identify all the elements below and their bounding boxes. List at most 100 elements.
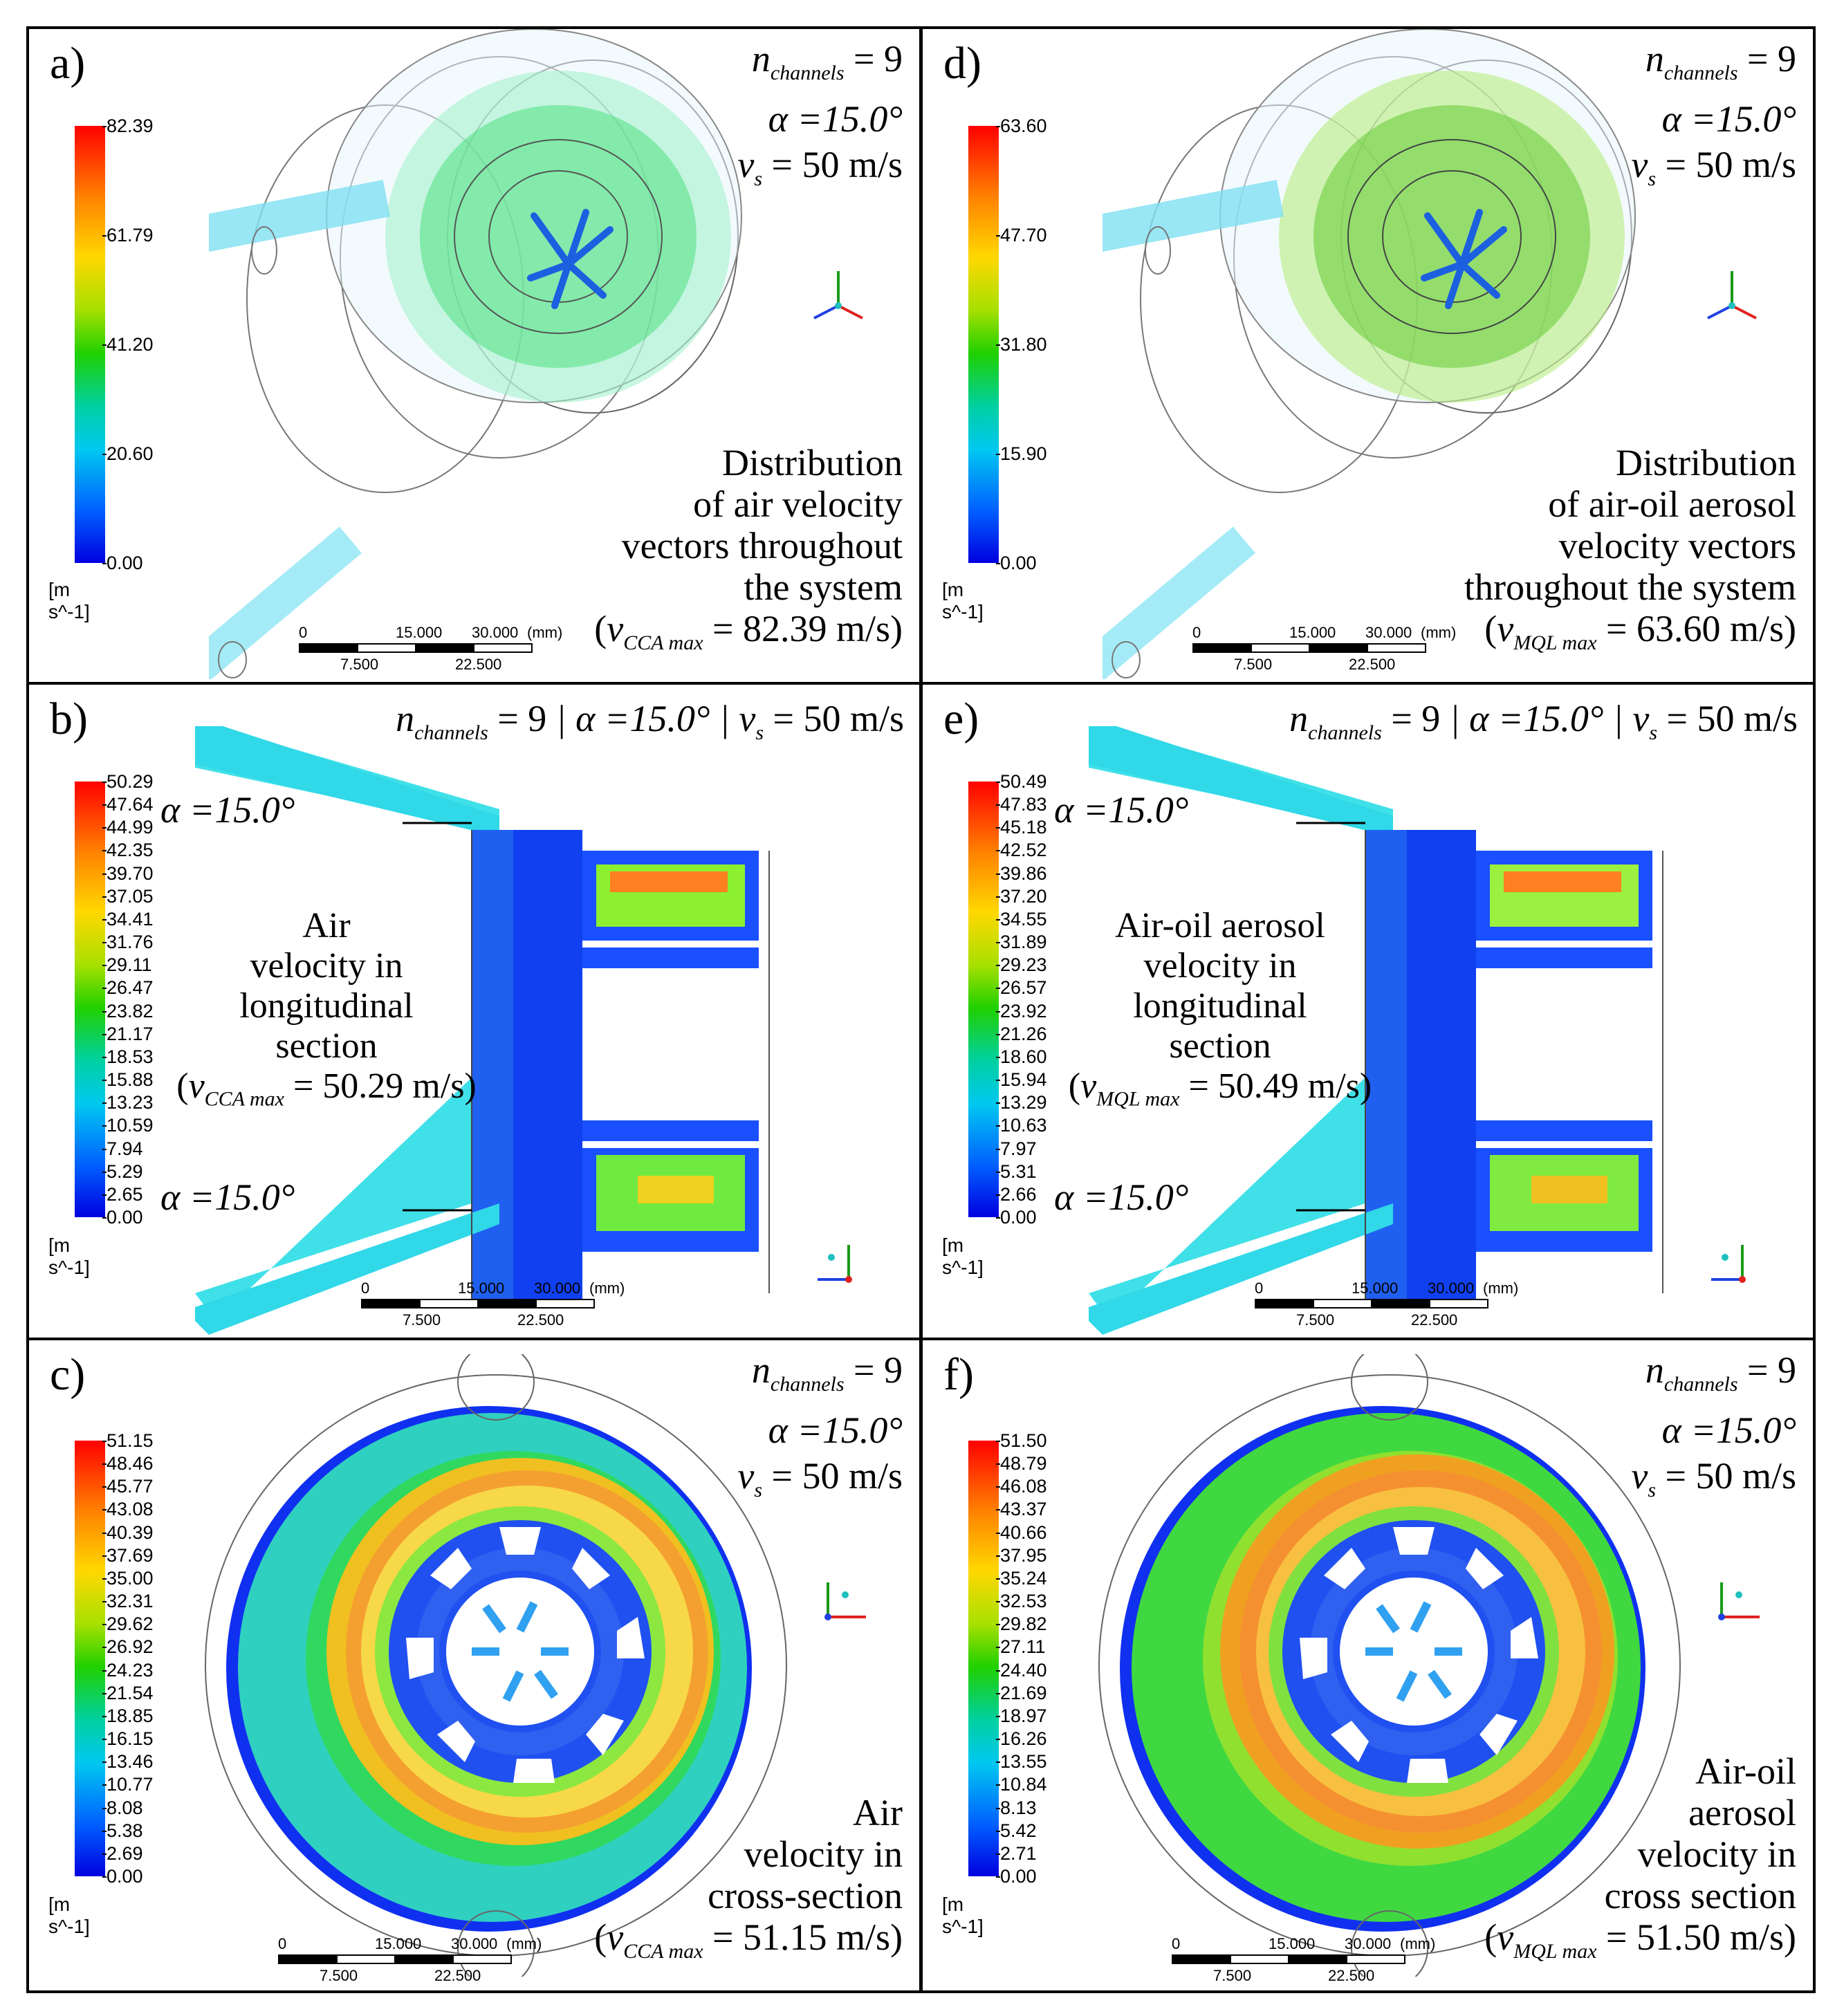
legend-unit: [m s^-1] (942, 1234, 984, 1278)
legend-tick: 26.47 (102, 977, 154, 999)
legend-tick: 18.85 (102, 1705, 154, 1726)
panel-label: d) (943, 38, 981, 89)
legend-tick: 47.64 (102, 794, 154, 815)
legend-tick: 0.00 (996, 553, 1037, 573)
legend-tick: 34.55 (996, 908, 1047, 930)
legend-tick: 8.08 (102, 1797, 143, 1818)
panel-d: d) nchannels = 9 α =15.0° vs = 50 m/s 63… (920, 26, 1816, 685)
legend-tick: 44.99 (102, 817, 154, 838)
legend-tick: 61.79 (102, 225, 154, 246)
legend-tick: 37.20 (996, 885, 1047, 907)
longitudinal-section (1089, 726, 1663, 1335)
legend-tick: 7.97 (996, 1138, 1037, 1159)
legend-tick: 13.23 (102, 1092, 154, 1113)
legend-tick: 37.69 (102, 1544, 154, 1566)
legend-tick: 47.70 (996, 225, 1047, 246)
legend-tick: 10.59 (102, 1115, 154, 1136)
legend-tick: 40.66 (996, 1522, 1047, 1543)
legend-tick: 26.57 (996, 977, 1047, 999)
legend-tick: 35.00 (102, 1567, 154, 1589)
panel-label: a) (50, 38, 86, 89)
legend-tick: 45.18 (996, 817, 1047, 838)
legend-tick: 5.42 (996, 1820, 1037, 1841)
legend-colorbar (75, 1441, 105, 1876)
legend-tick: 2.66 (996, 1183, 1037, 1205)
vector-field-3d (209, 29, 742, 679)
legend-tick: 29.62 (102, 1613, 154, 1635)
legend-tick: 43.37 (996, 1499, 1047, 1520)
panel-description: Air velocity in cross-section (vCCA max =… (594, 1792, 903, 1963)
legend-colorbar (75, 782, 105, 1217)
legend-colorbar (75, 126, 105, 563)
legend-tick: 5.38 (102, 1820, 143, 1841)
legend-tick: 37.95 (996, 1544, 1047, 1566)
legend-tick: 39.86 (996, 862, 1047, 884)
legend-tick: 48.79 (996, 1453, 1047, 1474)
legend-tick: 5.29 (102, 1160, 143, 1182)
legend-tick: 31.76 (102, 932, 154, 953)
legend-tick: 34.41 (102, 908, 154, 930)
alpha-top-label: α =15.0° (1054, 789, 1189, 831)
legend-tick: 51.50 (996, 1430, 1047, 1451)
scale-bar: 0 15.000 30.000 (mm) 7.500 22.500 (299, 624, 563, 673)
legend-tick: 16.15 (102, 1728, 154, 1750)
legend-tick: 43.08 (102, 1499, 154, 1520)
legend-unit: [m s^-1] (942, 579, 984, 622)
legend-tick: 13.46 (102, 1751, 154, 1773)
scale-bar: 0 15.000 30.000 (mm) 7.500 22.500 (1172, 1935, 1436, 1984)
legend-tick: 10.77 (102, 1774, 154, 1795)
legend-tick: 10.63 (996, 1115, 1047, 1136)
parameters: nchannels = 9 | α =15.0° | vs = 50 m/s (396, 698, 904, 744)
axis-triad (1690, 250, 1780, 326)
legend-tick: 2.69 (102, 1842, 143, 1864)
legend-tick: 51.15 (102, 1430, 154, 1451)
panel-e: e) nchannels = 9 | α =15.0° | vs = 50 m/… (920, 682, 1816, 1340)
axis-triad (797, 250, 887, 326)
legend-tick: 50.49 (996, 771, 1047, 792)
legend-tick: 29.23 (996, 954, 1047, 976)
parameters: nchannels = 9 | α =15.0° | vs = 50 m/s (1289, 698, 1798, 744)
vector-field-3d (1103, 29, 1636, 679)
panel-label: e) (943, 694, 979, 744)
cross-section (1098, 1354, 1681, 1977)
legend-unit: [m s^-1] (942, 1894, 984, 1937)
legend-tick: 82.39 (102, 115, 154, 136)
legend-tick: 5.31 (996, 1160, 1037, 1182)
legend-tick: 18.97 (996, 1705, 1047, 1726)
legend-colorbar (968, 782, 999, 1217)
legend-tick: 47.83 (996, 794, 1047, 815)
legend-tick: 16.26 (996, 1728, 1047, 1750)
legend-tick: 7.94 (102, 1138, 143, 1159)
legend-tick: 13.29 (996, 1092, 1047, 1113)
panel-label: f) (943, 1349, 974, 1400)
scale-bar: 0 15.000 30.000 (mm) 7.500 22.500 (278, 1935, 542, 1984)
legend-unit: [m s^-1] (48, 579, 90, 622)
legend-tick: 31.80 (996, 334, 1047, 355)
legend-tick: 0.00 (102, 553, 143, 573)
panel-description: Distribution of air velocity vectors thro… (594, 442, 903, 654)
axis-triad (797, 1562, 887, 1638)
legend-tick: 24.23 (102, 1659, 154, 1681)
legend-tick: 0.00 (102, 1207, 143, 1228)
legend-tick: 27.11 (996, 1636, 1046, 1658)
scale-bar: 0 15.000 30.000 (mm) 7.500 22.500 (361, 1279, 625, 1329)
legend-colorbar (968, 126, 999, 563)
parameters: nchannels = 9 α =15.0° vs = 50 m/s (737, 38, 903, 190)
legend-tick: 10.84 (996, 1774, 1047, 1795)
legend-unit: [m s^-1] (48, 1234, 90, 1278)
panel-label: b) (50, 694, 88, 744)
legend-tick: 42.52 (996, 840, 1047, 861)
parameters: nchannels = 9 α =15.0° vs = 50 m/s (1631, 1349, 1796, 1501)
legend-tick: 37.05 (102, 885, 154, 907)
legend-tick: 48.46 (102, 1453, 154, 1474)
panel-description: Air-oil aerosol velocity in longitudinal s… (1068, 906, 1372, 1111)
axis-triad (1690, 1224, 1780, 1300)
legend-tick: 29.11 (102, 954, 152, 976)
alpha-top-label: α =15.0° (160, 789, 295, 831)
legend-tick: 13.55 (996, 1751, 1047, 1773)
legend-tick: 0.00 (102, 1866, 143, 1887)
legend-tick: 32.31 (102, 1591, 154, 1612)
parameters: nchannels = 9 α =15.0° vs = 50 m/s (1631, 38, 1796, 190)
legend-tick: 21.69 (996, 1682, 1047, 1703)
legend-tick: 20.60 (102, 443, 154, 464)
